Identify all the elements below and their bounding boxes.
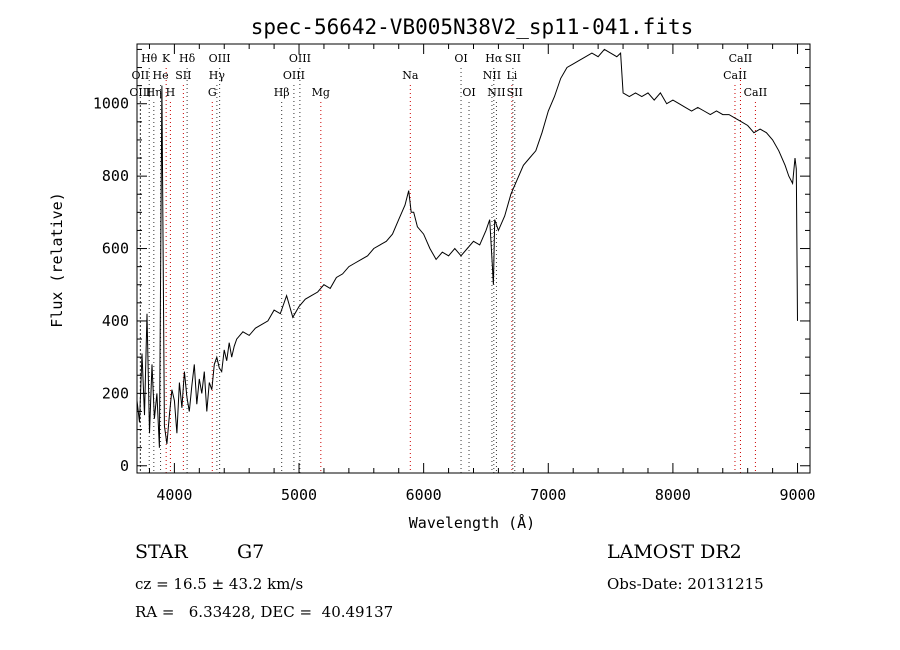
spectral-line-label: He	[153, 69, 169, 82]
x-tick-label: 8000	[655, 486, 691, 504]
spectral-line-label: CaII	[744, 86, 768, 99]
spectral-line-label: SII	[507, 86, 523, 99]
spectral-line-label: CaII	[723, 69, 747, 82]
spectral-line-label: K	[162, 52, 171, 65]
spectral-line-label: G	[208, 86, 217, 99]
spectral-line-label: CaII	[729, 52, 753, 65]
redshift-velocity: cz = 16.5 ± 43.2 km/s	[135, 575, 304, 593]
spectrum-series-line	[136, 48, 798, 448]
spectral-line-label: OIII	[209, 52, 231, 65]
spectral-line-label: OII	[132, 69, 150, 82]
spectral-line-label: Na	[402, 69, 419, 82]
y-tick-label: 1000	[93, 95, 129, 113]
spectral-line-label: Hα	[485, 52, 503, 65]
x-tick-label: 4000	[156, 486, 192, 504]
y-tick-label: 200	[102, 384, 129, 402]
object-class: STAR	[135, 541, 188, 563]
spectral-line-label: OIII	[283, 69, 305, 82]
spectral-line-label: H	[166, 86, 176, 99]
spectral-line-label: Hγ	[209, 69, 226, 82]
spectral-line-label: Hδ	[179, 52, 196, 65]
y-tick-label: 800	[102, 167, 129, 185]
spectral-line-label: NII	[487, 86, 505, 99]
spectral-line-label: Hη	[146, 86, 162, 99]
x-tick-label: 5000	[281, 486, 317, 504]
spectral-line-label: Hβ	[274, 86, 290, 99]
x-tick-label: 9000	[779, 486, 815, 504]
y-axis-ticks: 0 200 400 600 800 1000	[93, 48, 810, 475]
spectral-line-label: Hθ	[141, 52, 158, 65]
spectral-line-label: NII	[483, 69, 501, 82]
object-subclass: G7	[237, 541, 265, 563]
chart-title: spec-56642-VB005N38V2_sp11-041.fits	[251, 15, 694, 39]
y-tick-label: 400	[102, 312, 129, 330]
y-axis-label: Flux (relative)	[48, 192, 66, 327]
x-axis-label: Wavelength (Å)	[409, 513, 535, 532]
spectral-line-label: SII	[505, 52, 521, 65]
coordinates: RA = 6.33428, DEC = 40.49137	[135, 603, 394, 621]
survey-name: LAMOST DR2	[607, 541, 742, 563]
spectral-line-label: SII	[175, 69, 191, 82]
spectral-line-label: Li	[506, 69, 517, 82]
x-axis-ticks: 4000 5000 6000 7000 8000 9000	[148, 44, 816, 504]
y-tick-label: 600	[102, 240, 129, 258]
emission-line-markers	[139, 68, 756, 473]
spectral-line-label: Mg	[312, 86, 330, 99]
spectral-line-label: OIII	[129, 86, 151, 99]
y-tick-label: 0	[120, 457, 129, 475]
observation-date: Obs-Date: 20131215	[607, 575, 764, 593]
spectrum-chart: spec-56642-VB005N38V2_sp11-041.fits Hθ OI…	[48, 15, 816, 532]
x-tick-label: 6000	[406, 486, 442, 504]
spectral-line-label: OI	[454, 52, 467, 65]
spectral-line-label: OIII	[289, 52, 311, 65]
x-tick-label: 7000	[530, 486, 566, 504]
plot-frame	[136, 43, 811, 474]
spectral-line-label: OI	[462, 86, 475, 99]
